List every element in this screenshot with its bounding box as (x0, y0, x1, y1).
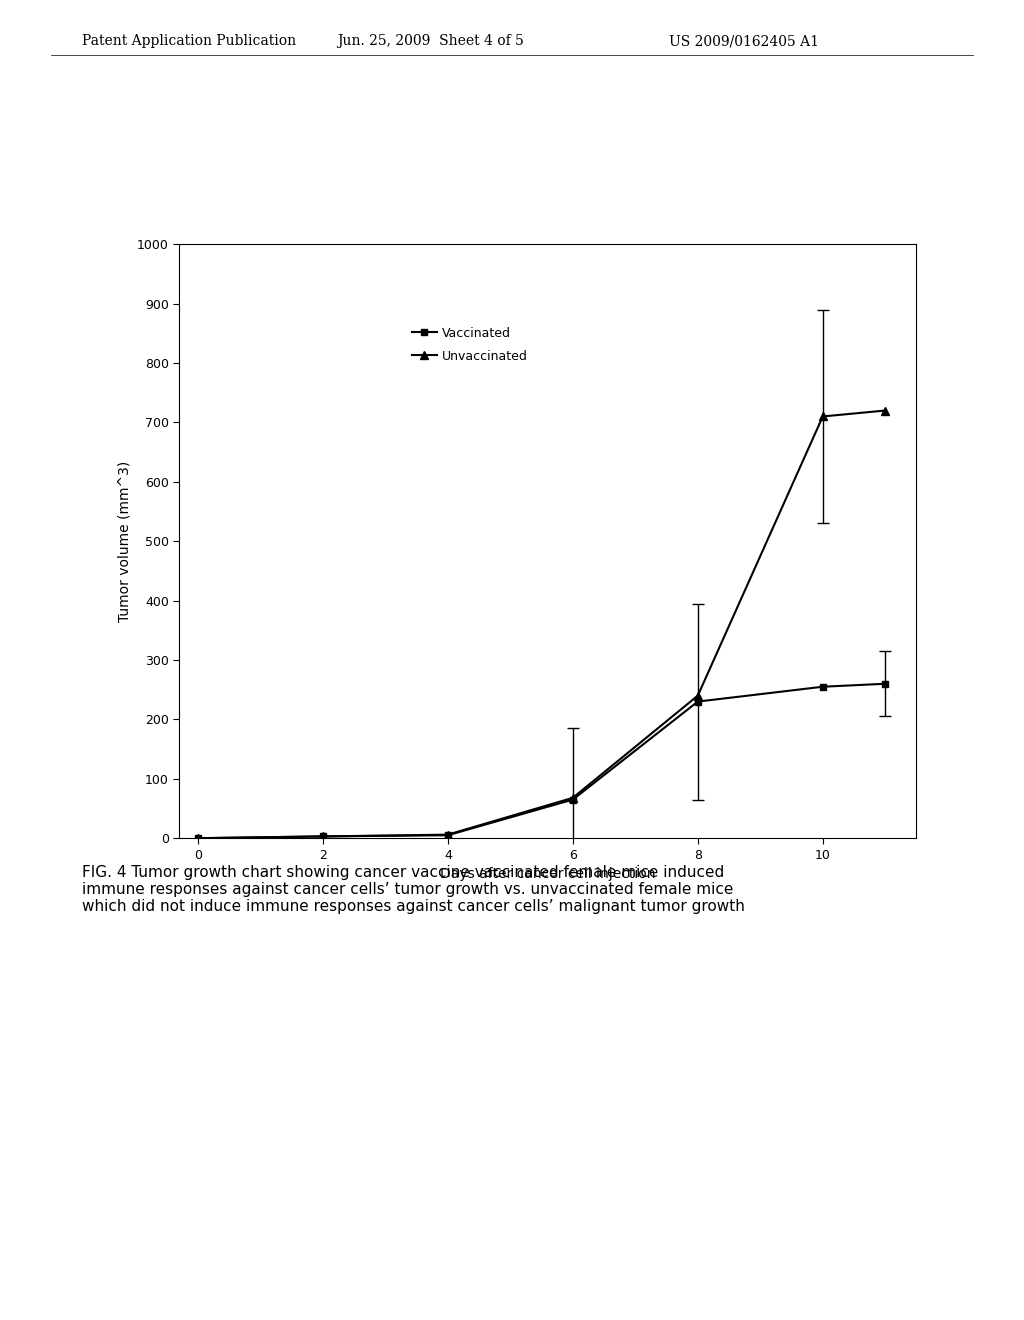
Vaccinated (691, 694, 703, 710)
Unvaccinated (441, 826, 454, 842)
Y-axis label: Tumor volume (mm^3): Tumor volume (mm^3) (118, 461, 131, 622)
Vaccinated (816, 678, 828, 694)
Vaccinated (316, 829, 329, 845)
Text: FIG. 4 Tumor growth chart showing cancer vaccine vaccinated female mice induced
: FIG. 4 Tumor growth chart showing cancer… (82, 865, 744, 915)
Unvaccinated (191, 830, 204, 846)
Legend: Vaccinated, Unvaccinated: Vaccinated, Unvaccinated (407, 322, 532, 368)
Vaccinated (191, 830, 204, 846)
Unvaccinated (691, 688, 703, 704)
Text: Patent Application Publication: Patent Application Publication (82, 34, 296, 49)
Unvaccinated (816, 409, 828, 425)
Vaccinated (566, 792, 579, 808)
Line: Unvaccinated: Unvaccinated (194, 407, 890, 842)
X-axis label: Days after cancer cell injection: Days after cancer cell injection (440, 867, 655, 882)
Unvaccinated (316, 829, 329, 845)
Unvaccinated (879, 403, 891, 418)
Text: Jun. 25, 2009  Sheet 4 of 5: Jun. 25, 2009 Sheet 4 of 5 (337, 34, 523, 49)
Vaccinated (879, 676, 891, 692)
Unvaccinated (566, 789, 579, 805)
Text: US 2009/0162405 A1: US 2009/0162405 A1 (670, 34, 819, 49)
Vaccinated (441, 828, 454, 843)
Line: Vaccinated: Vaccinated (195, 680, 889, 842)
